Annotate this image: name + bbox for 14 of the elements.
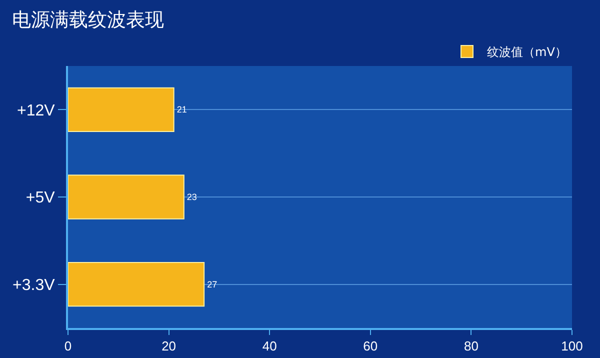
y-tick-label: +3.3V — [12, 276, 56, 294]
chart-title: 电源满载纹波表现 — [12, 8, 164, 31]
x-tick-label: 20 — [162, 338, 176, 354]
x-tick-label: 0 — [64, 338, 72, 354]
data-label: 27 — [207, 279, 218, 290]
x-tick-label: 100 — [561, 338, 583, 354]
x-tick-label: 40 — [262, 338, 277, 354]
legend-label: 纹波值（mV） — [487, 45, 567, 60]
y-tick-label: +12V — [16, 102, 56, 120]
data-label: 21 — [176, 104, 187, 115]
data-label: 23 — [186, 192, 197, 202]
x-tick-label: 80 — [464, 338, 478, 354]
x-tick-label: 60 — [363, 338, 378, 354]
y-tick-label: +5V — [26, 190, 56, 207]
